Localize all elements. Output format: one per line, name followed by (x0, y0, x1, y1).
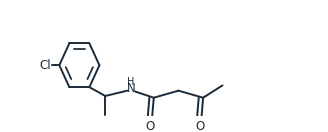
Text: N: N (127, 82, 135, 95)
Text: O: O (195, 120, 204, 132)
Text: O: O (146, 120, 155, 132)
Text: Cl: Cl (39, 59, 51, 72)
Text: H: H (127, 77, 134, 87)
